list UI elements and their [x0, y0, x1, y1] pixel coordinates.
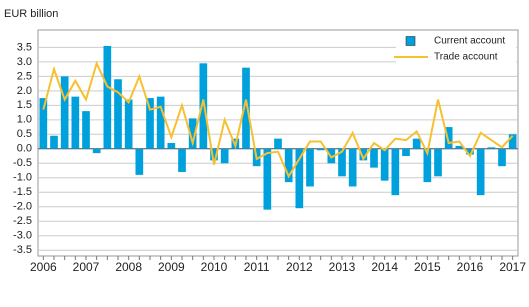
y-tick-label: -1.0: [13, 172, 32, 184]
y-tick-label: -1.5: [13, 186, 32, 198]
y-tick-label: 3.0: [17, 56, 32, 68]
bar: [295, 148, 304, 209]
bar: [263, 148, 272, 210]
x-tick-label: 2008: [115, 260, 142, 274]
bar: [146, 98, 154, 149]
bar: [135, 148, 144, 175]
bar: [316, 148, 325, 151]
legend-label: Current account: [434, 36, 505, 47]
y-tick-label: 2.0: [17, 85, 32, 97]
bar: [466, 148, 474, 155]
x-tick-label: 2015: [414, 260, 441, 274]
bar: [455, 145, 464, 149]
x-tick-label: 2013: [329, 260, 356, 274]
bar: [380, 148, 389, 181]
bar: [242, 67, 250, 149]
x-tick-label: 2007: [73, 260, 100, 274]
y-tick-label: -3.5: [13, 244, 32, 256]
y-tick-label: 1.5: [17, 99, 32, 111]
x-tick-label: 2016: [457, 260, 484, 274]
bar: [498, 148, 506, 167]
x-tick-label: 2010: [201, 260, 228, 274]
y-tick-label: -3.0: [13, 230, 32, 242]
bar: [178, 148, 186, 172]
x-tick-label: 2012: [286, 260, 313, 274]
bar: [284, 148, 293, 183]
bar: [508, 134, 517, 149]
bar: [359, 148, 368, 161]
bar: [156, 96, 165, 149]
bar: [306, 148, 314, 187]
bar: [412, 138, 421, 149]
y-tick-label: 0.5: [17, 128, 32, 140]
bar: [487, 147, 496, 149]
bar: [444, 127, 453, 149]
bar: [274, 138, 282, 149]
bar: [188, 118, 197, 149]
bar: [434, 148, 442, 177]
x-tick-label: 2009: [158, 260, 185, 274]
bar: [167, 143, 176, 149]
bar: [348, 148, 357, 187]
bar: [71, 96, 80, 149]
y-tick-label: 2.5: [17, 70, 32, 82]
bar: [210, 148, 218, 161]
y-axis-title: EUR billion: [4, 8, 58, 20]
bar: [39, 98, 48, 149]
bar: [103, 45, 112, 149]
bar: [338, 148, 346, 177]
x-tick-label: 2006: [30, 260, 57, 274]
bar: [220, 148, 229, 164]
y-tick-label: 1.0: [17, 114, 32, 126]
bar: [124, 99, 133, 149]
bar: [60, 76, 69, 149]
bar: [92, 148, 101, 154]
legend-swatch: [405, 36, 416, 46]
y-tick-label: -0.5: [13, 157, 32, 169]
bar: [391, 148, 400, 196]
y-tick-label: -2.5: [13, 215, 32, 227]
line: [42, 60, 514, 179]
x-tick-label: 2014: [371, 260, 398, 274]
legend-label: Trade account: [434, 52, 498, 63]
bar: [82, 111, 90, 149]
bar: [114, 79, 122, 149]
bar: [199, 63, 208, 149]
bar: [423, 148, 432, 183]
x-tick-label: 2011: [244, 260, 270, 274]
x-tick-label: 2017: [499, 260, 526, 274]
legend-box: [396, 32, 516, 66]
y-tick-label: -2.0: [13, 201, 32, 213]
bar: [370, 148, 378, 168]
y-tick-label: 0.0: [17, 143, 32, 155]
bar: [50, 135, 58, 149]
bar: [402, 148, 410, 157]
y-tick-label: 3.5: [17, 41, 32, 53]
bar: [476, 148, 485, 196]
